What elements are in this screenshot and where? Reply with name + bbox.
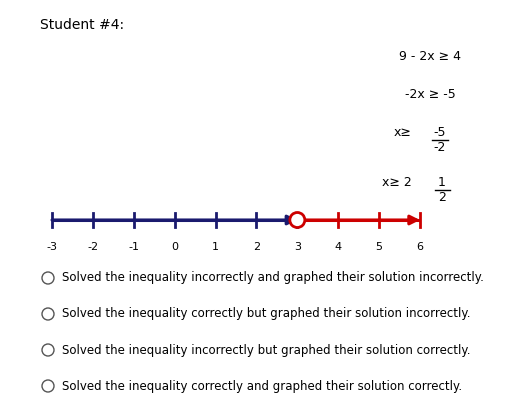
Text: Solved the inequality correctly but graphed their solution incorrectly.: Solved the inequality correctly but grap… [62,308,470,321]
Text: Solved the inequality correctly and graphed their solution correctly.: Solved the inequality correctly and grap… [62,380,462,393]
Circle shape [42,272,54,284]
Circle shape [42,344,54,356]
Text: 3: 3 [294,242,301,252]
Text: x≥ 2: x≥ 2 [382,176,412,189]
Circle shape [42,308,54,320]
Circle shape [42,380,54,392]
Text: 5: 5 [376,242,382,252]
Text: -5: -5 [434,126,446,139]
Text: 0: 0 [171,242,178,252]
Text: 1: 1 [438,176,446,189]
Text: 1: 1 [212,242,219,252]
Text: -2: -2 [434,141,446,154]
Text: Student #4:: Student #4: [40,18,124,32]
Text: 9 - 2x ≥ 4: 9 - 2x ≥ 4 [399,50,461,63]
Text: Solved the inequality incorrectly and graphed their solution incorrectly.: Solved the inequality incorrectly and gr… [62,272,484,285]
Text: x≥: x≥ [394,126,412,139]
Text: 6: 6 [417,242,423,252]
Text: 4: 4 [335,242,342,252]
Text: -2: -2 [87,242,98,252]
Text: -3: -3 [46,242,57,252]
Text: 2: 2 [253,242,260,252]
Text: Solved the inequality incorrectly but graphed their solution correctly.: Solved the inequality incorrectly but gr… [62,344,470,357]
Text: -2x ≥ -5: -2x ≥ -5 [404,88,456,101]
Circle shape [290,212,305,228]
Text: 2: 2 [438,191,446,204]
Text: -1: -1 [128,242,139,252]
